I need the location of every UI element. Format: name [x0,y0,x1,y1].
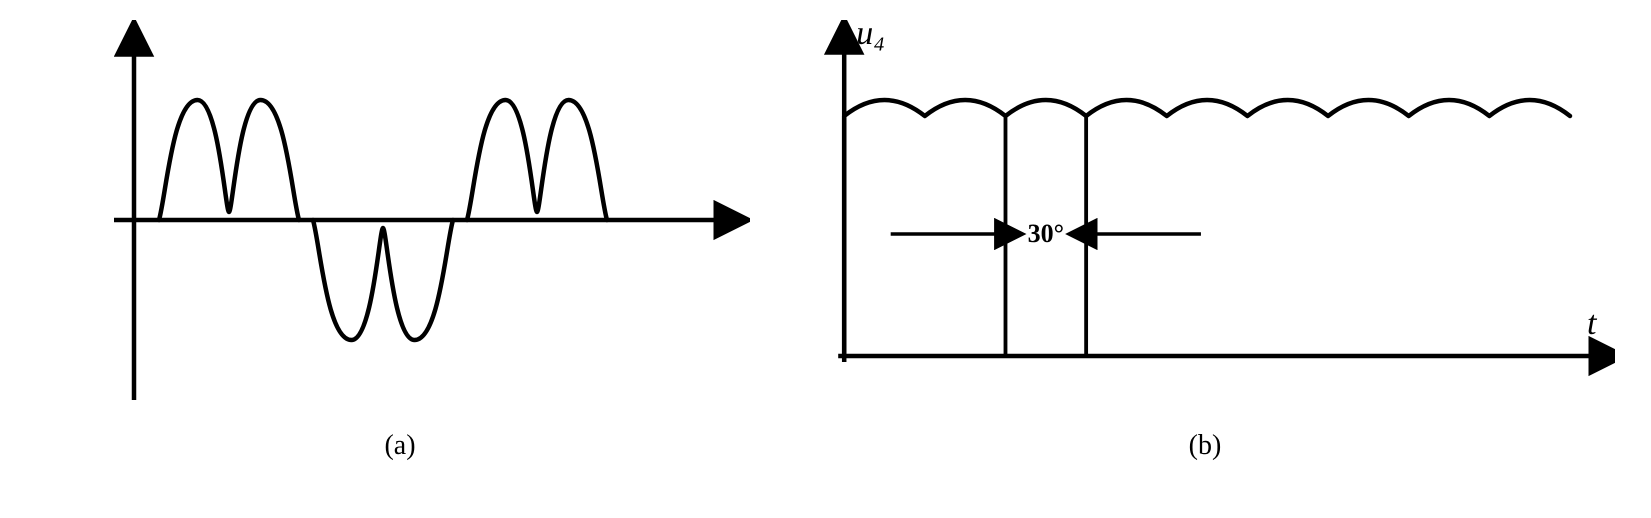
panel-b: u₄ t 30° (b) [780,20,1630,462]
caption-a: (a) [384,430,415,462]
caption-b: (b) [1189,430,1222,462]
chart-a [50,20,750,420]
figure-container: (a) u₄ t 30° (b) [20,20,1631,498]
axis-y-label: u₄ [856,20,885,52]
panel-a: (a) [20,20,780,462]
chart-b: u₄ t 30° [795,20,1615,420]
angle-annotation: 30° [1028,219,1064,248]
axis-x-label: t [1587,305,1598,342]
